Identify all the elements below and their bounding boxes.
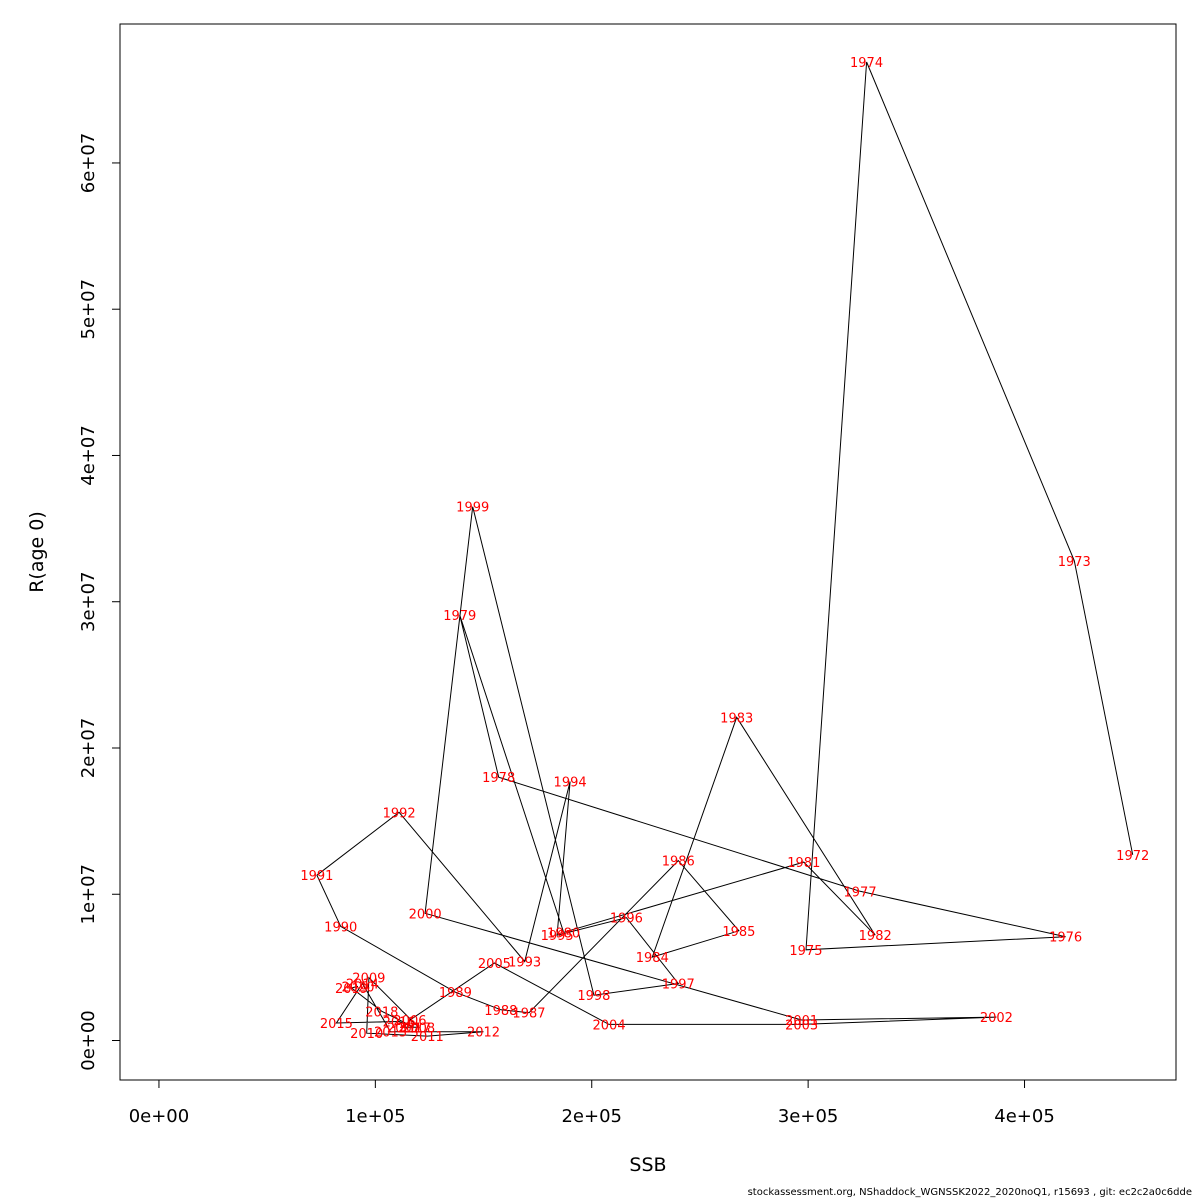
point-label-1973: 1973: [1058, 555, 1091, 570]
point-label-1991: 1991: [300, 869, 333, 884]
point-label-2007: 2007: [387, 1021, 420, 1036]
point-label-2005: 2005: [478, 957, 511, 972]
plot-frame: [119, 23, 1177, 1081]
point-label-2006: 2006: [393, 1014, 426, 1029]
y-tick-label: 6e+07: [78, 133, 99, 194]
point-label-1976: 1976: [1049, 931, 1082, 946]
point-label-1988: 1988: [484, 1004, 517, 1019]
point-label-2014: 2014: [346, 977, 379, 992]
point-label-2001: 2001: [785, 1014, 818, 1029]
y-axis: 0e+00 1e+07 2e+07 3e+07 4e+07 5e+07 6e+07: [78, 133, 121, 1071]
point-label-1996: 1996: [610, 912, 643, 927]
y-tick-label: 4e+07: [78, 425, 99, 486]
point-label-1974: 1974: [850, 56, 883, 71]
x-axis: 0e+00 1e+05 2e+05 3e+05 4e+05: [129, 1079, 1055, 1127]
point-labels: 1972 1973 1974 1975 1976 1977 1978 1979 1980 1981…: [300, 56, 1149, 1045]
point-label-1978: 1978: [482, 771, 515, 786]
y-tick-label: 0e+00: [78, 1010, 99, 1071]
x-tick-label: 0e+00: [129, 1106, 190, 1127]
point-label-1985: 1985: [722, 925, 755, 940]
point-label-2016: 2016: [383, 1015, 416, 1030]
point-label-1990: 1990: [324, 920, 357, 935]
point-label-1998: 1998: [577, 989, 610, 1004]
x-axis-title: SSB: [629, 1154, 666, 1176]
point-label-2000: 2000: [409, 907, 442, 922]
point-label-2009: 2009: [352, 972, 385, 987]
x-tick-label: 1e+05: [345, 1106, 406, 1127]
point-label-2020: 2020: [341, 980, 374, 995]
point-label-1980: 1980: [547, 926, 580, 941]
point-label-1997: 1997: [662, 977, 695, 992]
point-label-1995: 1995: [541, 929, 574, 944]
point-label-2017: 2017: [398, 1021, 431, 1036]
point-label-1977: 1977: [844, 885, 877, 900]
point-label-2011: 2011: [411, 1030, 444, 1045]
point-label-2018: 2018: [365, 1005, 398, 1020]
point-label-2013: 2013: [374, 1026, 407, 1041]
point-label-1983: 1983: [720, 711, 753, 726]
footer-credit: stockassessment.org, NShaddock_WGNSSK202…: [747, 1187, 1192, 1198]
point-label-1972: 1972: [1116, 849, 1149, 864]
point-label-2003: 2003: [785, 1018, 818, 1033]
point-label-1984: 1984: [636, 951, 669, 966]
x-tick-label: 4e+05: [994, 1106, 1055, 1127]
point-label-1975: 1975: [789, 944, 822, 959]
point-label-1986: 1986: [662, 855, 695, 870]
point-label-2010: 2010: [350, 1027, 383, 1042]
y-tick-label: 5e+07: [78, 279, 99, 340]
point-label-1981: 1981: [787, 856, 820, 871]
point-label-1992: 1992: [383, 806, 416, 821]
point-label-1982: 1982: [859, 929, 892, 944]
point-label-1994: 1994: [554, 776, 587, 791]
point-label-2015: 2015: [320, 1017, 353, 1032]
point-label-1979: 1979: [443, 609, 476, 624]
point-label-2008: 2008: [402, 1021, 435, 1036]
series-line: [316, 61, 1134, 1037]
point-label-2012: 2012: [467, 1026, 500, 1041]
point-label-1987: 1987: [512, 1007, 545, 1022]
point-label-1999: 1999: [456, 501, 489, 516]
point-label-2004: 2004: [593, 1018, 626, 1033]
point-label-1993: 1993: [508, 956, 541, 971]
x-tick-label: 2e+05: [561, 1106, 622, 1127]
point-label-1989: 1989: [439, 986, 472, 1001]
point-label-2019: 2019: [335, 982, 368, 997]
y-axis-title: R(age 0): [26, 511, 48, 593]
y-tick-label: 2e+07: [78, 718, 99, 779]
x-tick-label: 3e+05: [778, 1106, 839, 1127]
point-label-2002: 2002: [980, 1011, 1013, 1026]
y-tick-label: 1e+07: [78, 864, 99, 925]
y-tick-label: 3e+07: [78, 571, 99, 632]
